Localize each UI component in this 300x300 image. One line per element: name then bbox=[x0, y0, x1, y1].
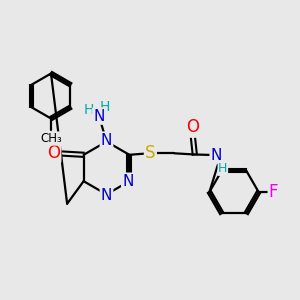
Text: S: S bbox=[145, 144, 156, 162]
Text: N: N bbox=[101, 133, 112, 148]
Text: H: H bbox=[99, 100, 110, 114]
Text: N: N bbox=[122, 174, 134, 189]
Text: N: N bbox=[211, 148, 222, 163]
Text: H: H bbox=[218, 162, 227, 175]
Text: H: H bbox=[84, 103, 94, 116]
Text: N: N bbox=[93, 109, 105, 124]
Text: O: O bbox=[186, 118, 199, 136]
Text: F: F bbox=[269, 183, 278, 201]
Text: CH₃: CH₃ bbox=[40, 132, 62, 145]
Text: N: N bbox=[101, 188, 112, 203]
Text: O: O bbox=[47, 144, 60, 162]
